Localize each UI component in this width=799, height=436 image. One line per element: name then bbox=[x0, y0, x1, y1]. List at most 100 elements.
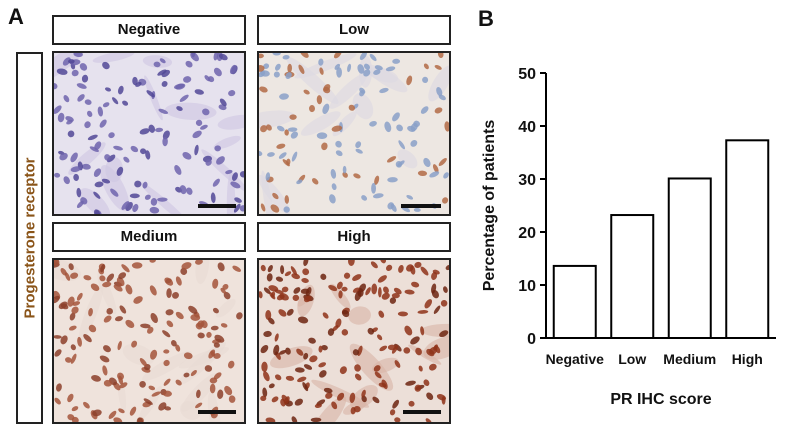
cell-nucleus bbox=[420, 266, 429, 276]
cell-nucleus bbox=[289, 114, 297, 120]
cell-nucleus bbox=[266, 124, 272, 131]
cell-nucleus bbox=[387, 202, 395, 210]
cell-nucleus bbox=[200, 124, 208, 130]
cell-nucleus bbox=[342, 165, 347, 174]
cell-nucleus bbox=[334, 63, 341, 70]
cell-nucleus bbox=[210, 325, 219, 331]
cell-nucleus bbox=[148, 124, 156, 133]
cell-nucleus bbox=[54, 105, 62, 114]
cell-nucleus bbox=[228, 395, 236, 403]
cell-nucleus bbox=[337, 392, 345, 401]
cell-nucleus bbox=[157, 69, 167, 76]
cell-nucleus bbox=[165, 309, 174, 316]
cell-nucleus bbox=[54, 335, 62, 339]
stroma-strand bbox=[117, 375, 127, 413]
panel-title-low: Low bbox=[257, 15, 451, 45]
cell-nucleus bbox=[104, 87, 112, 92]
cell-nucleus bbox=[433, 305, 441, 314]
cell-nucleus bbox=[139, 128, 150, 135]
cell-nucleus bbox=[262, 387, 268, 398]
cell-nucleus bbox=[335, 150, 343, 157]
cell-nucleus bbox=[225, 169, 233, 175]
cell-nucleus bbox=[393, 287, 402, 295]
cell-nucleus bbox=[338, 290, 343, 299]
cell-nucleus bbox=[223, 291, 231, 300]
cell-nucleus bbox=[205, 159, 212, 166]
bar-chart: 0 10 20 30 40 50 Negative Low Medium High PR IHC s… bbox=[481, 66, 776, 408]
cell-nucleus bbox=[110, 188, 119, 197]
cell-nucleus bbox=[154, 127, 164, 133]
cell-nucleus bbox=[443, 172, 449, 179]
cell-nucleus bbox=[60, 268, 67, 276]
cell-nucleus bbox=[445, 264, 449, 271]
stroma-strand bbox=[142, 55, 173, 68]
cell-nucleus bbox=[99, 355, 110, 363]
cell-nucleus bbox=[342, 171, 348, 178]
cell-nucleus bbox=[259, 70, 266, 78]
cell-nucleus bbox=[68, 325, 77, 331]
cell-nucleus bbox=[84, 99, 92, 105]
cell-nucleus bbox=[100, 264, 105, 273]
cell-nucleus bbox=[259, 53, 264, 59]
cell-nucleus bbox=[116, 277, 125, 287]
cell-nucleus bbox=[322, 103, 330, 115]
cell-nucleus bbox=[83, 275, 92, 281]
cell-nucleus bbox=[291, 151, 298, 162]
cell-nucleus bbox=[423, 157, 431, 167]
cell-nucleus bbox=[265, 172, 271, 181]
cell-nucleus bbox=[280, 265, 285, 275]
cell-nucleus bbox=[273, 344, 280, 356]
bar-medium bbox=[667, 177, 712, 339]
cell-nucleus bbox=[71, 406, 79, 412]
cell-nucleus bbox=[415, 347, 422, 356]
cell-nucleus bbox=[423, 379, 430, 386]
cell-nucleus bbox=[308, 337, 316, 344]
cell-nucleus bbox=[77, 94, 85, 102]
cell-nucleus bbox=[87, 110, 93, 118]
cell-nucleus bbox=[303, 364, 313, 370]
cell-nucleus bbox=[164, 277, 174, 286]
cell-nucleus bbox=[118, 272, 127, 280]
cell-nucleus bbox=[274, 374, 282, 381]
cell-nucleus bbox=[297, 376, 307, 383]
cell-nucleus bbox=[67, 296, 75, 307]
cell-nucleus bbox=[197, 332, 205, 339]
cell-nucleus bbox=[81, 163, 91, 170]
y-tick-label: 50 bbox=[518, 66, 536, 83]
cell-nucleus bbox=[111, 97, 119, 105]
cell-nucleus bbox=[414, 384, 422, 392]
cell-nucleus bbox=[208, 349, 216, 359]
cell-nucleus bbox=[195, 260, 203, 265]
cell-nucleus bbox=[186, 187, 193, 195]
cell-nucleus bbox=[331, 183, 337, 191]
cell-nucleus bbox=[260, 344, 269, 354]
cell-nucleus bbox=[263, 63, 270, 69]
cell-nucleus bbox=[320, 273, 327, 280]
cell-nucleus bbox=[234, 197, 242, 203]
scale-bar-negative bbox=[198, 204, 236, 208]
cell-nucleus bbox=[316, 95, 323, 105]
cell-nucleus bbox=[190, 370, 197, 377]
cell-nucleus bbox=[136, 417, 144, 422]
panel-title-medium: Medium bbox=[52, 222, 246, 252]
cell-nucleus bbox=[266, 273, 273, 282]
cell-nucleus bbox=[117, 340, 122, 351]
cell-nucleus bbox=[341, 309, 350, 318]
cell-nucleus bbox=[343, 272, 351, 279]
cell-nucleus bbox=[374, 371, 382, 379]
cell-nucleus bbox=[287, 63, 293, 73]
cell-nucleus bbox=[374, 65, 383, 71]
cell-nucleus bbox=[363, 63, 371, 70]
cell-nucleus bbox=[285, 72, 292, 80]
cell-nucleus bbox=[188, 305, 198, 314]
cell-nucleus bbox=[162, 136, 168, 147]
cell-nucleus bbox=[157, 197, 168, 202]
cell-nucleus bbox=[93, 168, 102, 177]
cell-nucleus bbox=[318, 345, 323, 353]
cell-nucleus bbox=[348, 260, 355, 266]
cell-nucleus bbox=[349, 392, 356, 403]
cell-nucleus bbox=[371, 283, 378, 295]
cell-nucleus bbox=[88, 324, 97, 333]
x-tick-label: Medium bbox=[663, 351, 716, 367]
cell-nucleus bbox=[113, 284, 123, 292]
